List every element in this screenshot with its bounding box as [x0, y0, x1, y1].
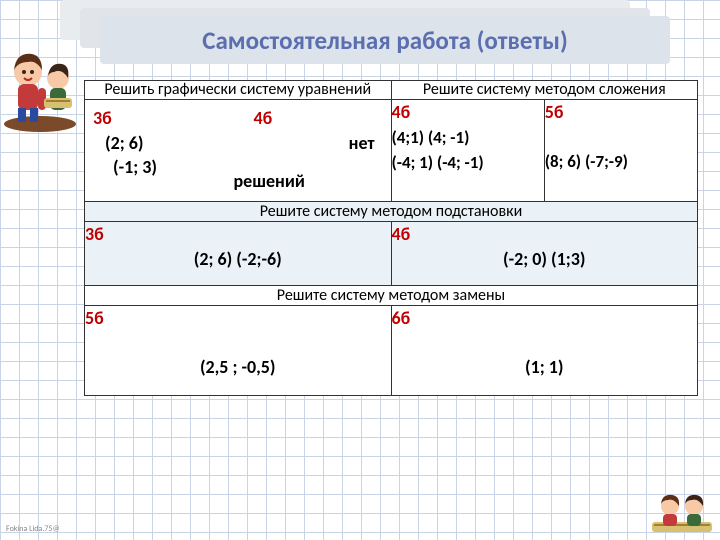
s2-cell-1: 3б (2; 6) (-2;-6) [85, 222, 392, 286]
title-banner: Самостоятельная работа (ответы) [100, 16, 670, 64]
s1c4-score: 5б [545, 101, 564, 123]
s1c1-line2: (-1; 3) [93, 155, 218, 179]
kids-illustration-right [650, 488, 714, 538]
s1c1-line1: (2; 6) [93, 131, 218, 155]
s3c2-ans: (1; 1) [392, 355, 698, 379]
s1-cell-3: 4б (4;1) (4; -1) (-4; 1) (-4; -1) [391, 100, 544, 202]
s1-cell-4: 5б (8; 6) (-7;-9) [544, 100, 697, 202]
s1c1-score: 3б [93, 107, 112, 129]
header-graphically: Решить графически систему уравнений [85, 81, 392, 100]
kids-illustration-left [2, 42, 84, 134]
section3-answers-row: 5б (2,5 ; -0,5) 6б (1; 1) [85, 306, 698, 396]
s1c2-line1: нет [234, 131, 383, 155]
s2-cell-2: 4б (-2; 0) (1;3) [391, 222, 698, 286]
section1-header-row: Решить графически систему уравнений Реши… [85, 81, 698, 100]
s3c2-score: 6б [392, 307, 411, 329]
header-addition: Решите систему методом сложения [391, 81, 698, 100]
s1c4-ans: (8; 6) (-7;-9) [545, 151, 628, 172]
s2c1-ans: (2; 6) (-2;-6) [85, 247, 391, 271]
s2c2-ans: (-2; 0) (1;3) [392, 247, 698, 271]
s1c3-ans2: (-4; 1) (-4; -1) [392, 152, 484, 173]
s1c3-score: 4б [392, 101, 411, 123]
footer-credit: Fokina Lida.75@ [6, 524, 60, 534]
s3-cell-2: 6б (1; 1) [391, 306, 698, 396]
s1-cell-1: 3б (2; 6) (-1; 3) [85, 100, 226, 201]
section2-answers-row: 3б (2; 6) (-2;-6) 4б (-2; 0) (1;3) [85, 222, 698, 286]
s1c2-line3: решений [234, 169, 383, 193]
section2-header-row: Решите систему методом подстановки [85, 202, 698, 222]
s2c2-score: 4б [392, 223, 411, 245]
answers-table: Решить графически систему уравнений Реши… [84, 80, 698, 396]
s2c1-score: 3б [85, 223, 104, 245]
section1-answers-row: 3б (2; 6) (-1; 3) 4б нет решений 4б (4;1… [85, 100, 698, 202]
s3c1-score: 5б [85, 307, 104, 329]
s1c3-ans1: (4;1) (4; -1) [392, 127, 470, 148]
header-substitution: Решите систему методом подстановки [85, 202, 698, 222]
s1-cell-2: 4б нет решений [226, 100, 391, 201]
page-title: Самостоятельная работа (ответы) [202, 25, 568, 56]
s3c1-ans: (2,5 ; -0,5) [85, 355, 391, 379]
s1c2-score: 4б [254, 107, 273, 129]
section3-header-row: Решите систему методом замены [85, 286, 698, 306]
header-replacement: Решите систему методом замены [85, 286, 698, 306]
s3-cell-1: 5б (2,5 ; -0,5) [85, 306, 392, 396]
